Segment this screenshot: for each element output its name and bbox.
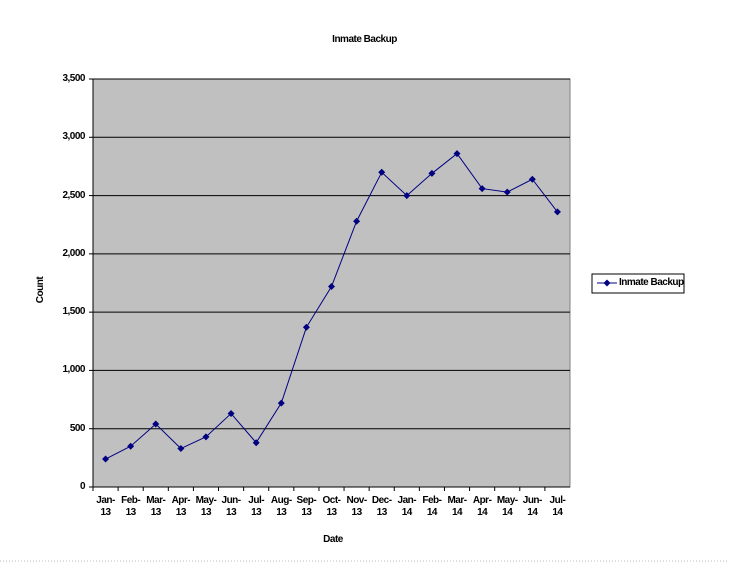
y-tick-label: 2,000 [62,247,85,259]
x-tick-label: Mar-14 [447,495,467,518]
x-tick-label: Aug-13 [270,495,292,518]
x-tick-label: Oct-13 [322,495,342,518]
marker [353,217,361,225]
marker [603,279,611,287]
marker [227,410,235,418]
x-tick-label: Jun-13 [221,495,242,518]
chart-title: Inmate Backup [332,34,397,45]
marker [528,175,536,183]
marker [252,439,260,447]
legend-box [591,273,685,294]
x-tick-label: May-13 [195,495,217,518]
y-axis-title: Count [35,276,47,304]
y-tick-label: 3,000 [62,131,85,143]
marker [302,323,310,331]
x-tick-label: Jun-14 [522,495,543,518]
y-tick-label: 2,500 [62,189,85,201]
marker [453,150,461,158]
x-tick-label: Apr-13 [171,495,191,518]
x-axis-title: Date [323,534,343,545]
marker [202,433,210,441]
y-tick-label: 1,500 [62,306,85,318]
x-tick-label: Feb-13 [121,495,141,518]
y-tick-label: 1,000 [62,364,85,376]
x-tick-label: Dec-13 [371,495,392,518]
marker [403,192,411,200]
marker [102,455,110,463]
x-tick-label: Mar-13 [146,495,166,518]
marker [152,420,160,428]
marker [328,282,335,290]
legend-label: Inmate Backup [619,277,684,288]
x-tick-label: Jan-13 [96,495,115,518]
y-tick-label: 3,500 [62,73,85,84]
y-tick-label: 0 [79,481,86,492]
x-tick-label: Nov-13 [346,495,367,518]
x-tick-label: Jul-14 [549,495,566,518]
marker [127,442,135,450]
marker [478,185,486,193]
y-tick-label: 500 [69,422,86,434]
x-tick-label: Jul-13 [248,495,265,518]
marker [553,208,561,216]
x-tick-label: May-14 [496,495,518,518]
marker [503,188,511,196]
marker [378,168,386,176]
marker [177,445,185,453]
x-tick-label: Sep-13 [296,495,317,518]
x-tick-label: Feb-14 [422,495,442,518]
marker [277,399,285,407]
marker [428,169,436,177]
x-tick-label: Apr-14 [472,495,492,518]
x-tick-label: Jan-14 [397,495,417,518]
